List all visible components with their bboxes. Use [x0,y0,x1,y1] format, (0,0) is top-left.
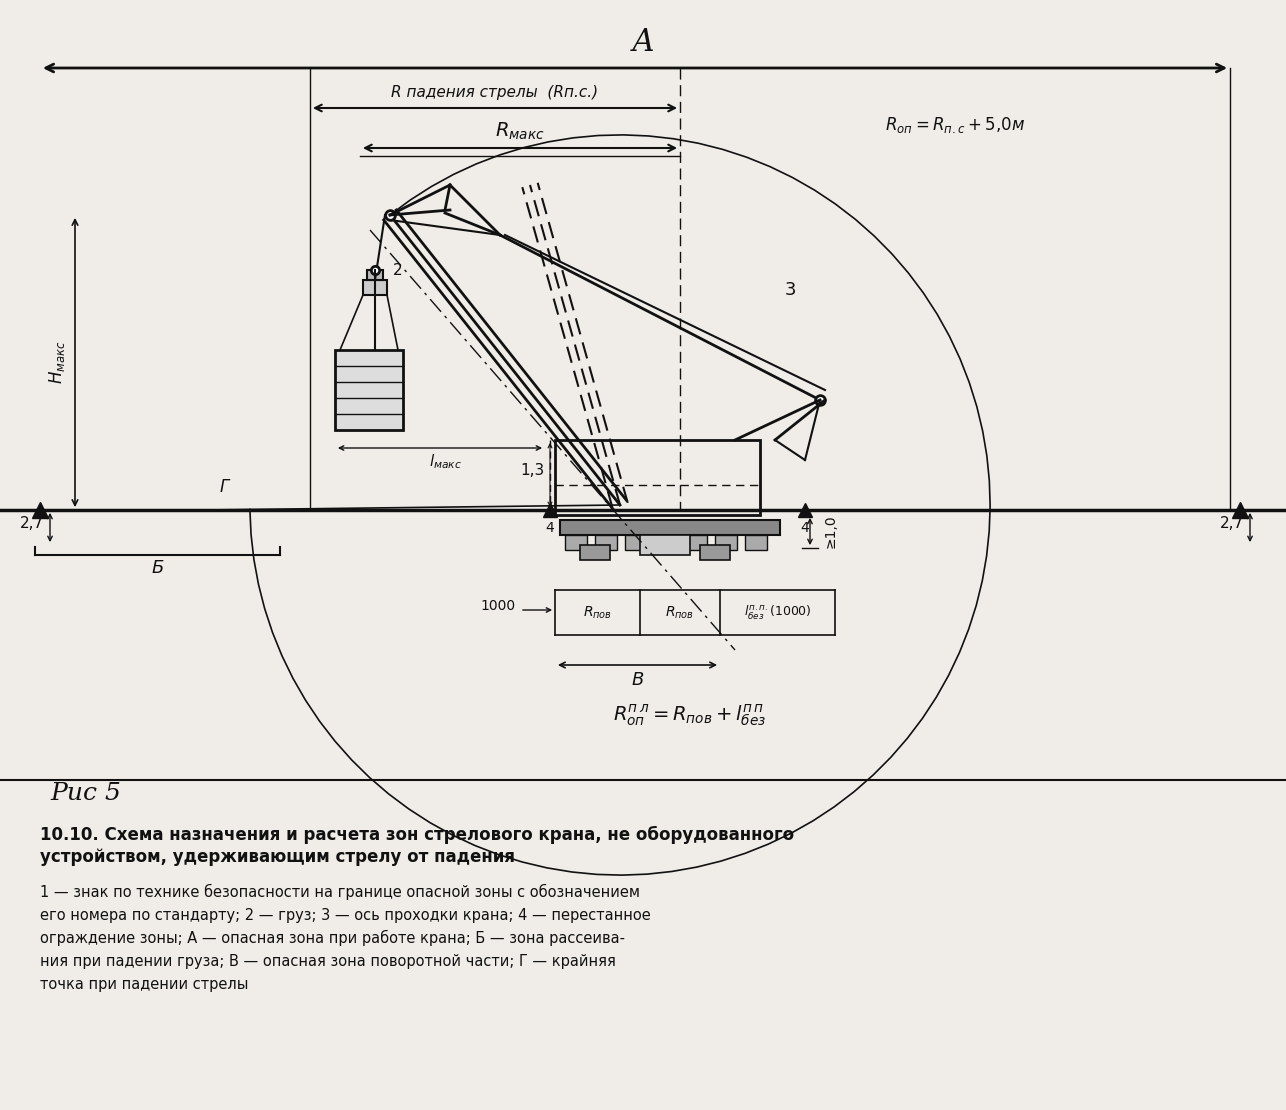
Bar [745,535,766,549]
Text: $R_{оп} = R_{п.с} + 5{,}0м$: $R_{оп} = R_{п.с} + 5{,}0м$ [885,115,1025,135]
Text: $l_{макс}$: $l_{макс}$ [428,452,462,471]
Bar [367,270,383,280]
Text: 4: 4 [801,521,809,535]
Bar [625,535,647,549]
Bar [565,535,586,549]
Bar [334,350,403,430]
Text: Б: Б [152,559,163,577]
Text: $R_{пов}$: $R_{пов}$ [583,604,612,620]
Text: $H_{макс}$: $H_{макс}$ [48,341,67,384]
Text: ния при падении груза; В — опасная зона поворотной части; Г — крайняя: ния при падении груза; В — опасная зона … [40,953,616,969]
Bar [655,535,676,549]
Text: В: В [631,672,644,689]
Text: устройством, удерживающим стрелу от падения: устройством, удерживающим стрелу от паде… [40,848,514,867]
Text: ≥1,0: ≥1,0 [824,515,838,548]
Text: $R^{п\,л}_{оп} = R_{пов} + l^{п\,п}_{без}$: $R^{п\,л}_{оп} = R_{пов} + l^{п\,п}_{без… [613,702,766,728]
Bar [640,535,691,555]
Text: $R_{пов}$: $R_{пов}$ [665,604,694,620]
Text: 1 — знак по технике безопасности на границе опасной зоны с обозначением: 1 — знак по технике безопасности на гран… [40,884,640,900]
Text: Г: Г [220,478,229,496]
Text: R падения стрелы  (Rп.с.): R падения стрелы (Rп.с.) [391,85,598,100]
Text: $l^{п.п.}_{без}(1000)$: $l^{п.п.}_{без}(1000)$ [743,604,811,622]
Text: 2,7: 2,7 [21,516,44,531]
Text: 10.10. Схема назначения и расчета зон стрелового крана, не оборудованного: 10.10. Схема назначения и расчета зон ст… [40,826,795,844]
Bar [595,535,617,549]
Bar [556,440,760,515]
Text: 2: 2 [394,263,403,278]
Bar [580,545,610,561]
Text: А: А [631,27,655,58]
Text: Рис 5: Рис 5 [50,783,121,805]
Text: точка при падении стрелы: точка при падении стрелы [40,977,248,992]
Bar [700,545,730,561]
Text: его номера по стандарту; 2 — груз; 3 — ось проходки крана; 4 — перестанное: его номера по стандарту; 2 — груз; 3 — о… [40,908,651,924]
Text: 2,7: 2,7 [1220,516,1244,531]
Text: $R_{макс}$: $R_{макс}$ [495,121,545,142]
Text: 3: 3 [784,281,796,299]
Bar [685,535,707,549]
Text: 1,3: 1,3 [520,463,544,478]
Bar [363,280,387,295]
Bar [715,535,737,549]
Text: ограждение зоны; А — опасная зона при работе крана; Б — зона рассеива-: ограждение зоны; А — опасная зона при ра… [40,930,625,946]
Text: 1000: 1000 [481,599,516,613]
Text: 4: 4 [545,521,554,535]
Bar [559,519,781,535]
